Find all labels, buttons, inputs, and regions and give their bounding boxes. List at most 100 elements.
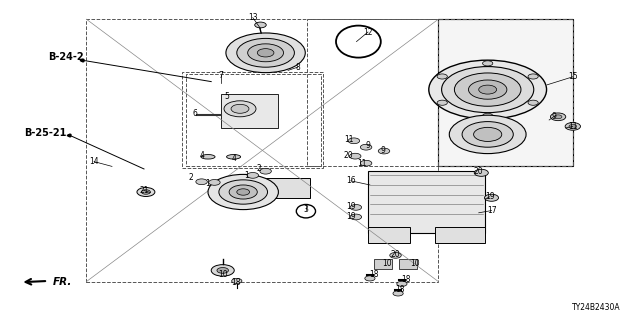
Bar (307, 19, 438, 166)
Text: 2: 2 (188, 173, 193, 182)
Circle shape (247, 172, 259, 178)
Circle shape (360, 160, 372, 166)
Circle shape (484, 194, 499, 201)
Text: 20: 20 (474, 167, 484, 176)
Circle shape (226, 33, 305, 73)
Bar (368, 171, 485, 233)
Circle shape (378, 148, 390, 154)
Bar (438, 19, 573, 166)
Text: 2: 2 (257, 164, 262, 172)
Text: 18: 18 (231, 278, 240, 287)
Text: 9: 9 (365, 141, 371, 150)
Text: 11: 11 (357, 159, 366, 168)
Circle shape (397, 281, 407, 286)
Bar (368, 227, 410, 243)
Circle shape (429, 60, 547, 119)
Bar (374, 259, 392, 269)
Text: 13: 13 (248, 13, 258, 22)
Circle shape (365, 276, 375, 281)
Bar (221, 94, 278, 128)
Circle shape (554, 115, 562, 119)
Circle shape (360, 144, 372, 150)
Text: 20: 20 (390, 250, 401, 259)
Circle shape (208, 174, 278, 210)
Bar (435, 227, 485, 243)
Text: 18: 18 (402, 276, 411, 284)
Text: 4: 4 (231, 154, 236, 163)
Circle shape (237, 38, 294, 67)
Text: 3: 3 (303, 205, 308, 214)
Text: 14: 14 (89, 157, 99, 166)
Ellipse shape (201, 155, 215, 159)
Circle shape (454, 73, 521, 106)
Bar (86, 19, 438, 282)
Text: 15: 15 (568, 72, 578, 81)
Circle shape (229, 185, 257, 199)
Circle shape (479, 85, 497, 94)
Text: 7: 7 (218, 71, 223, 80)
Text: FR.: FR. (52, 276, 72, 287)
Text: 16: 16 (346, 176, 356, 185)
Circle shape (196, 179, 207, 185)
Text: 20: 20 (344, 151, 354, 160)
Bar (243, 178, 310, 198)
Text: 6: 6 (193, 109, 198, 118)
Circle shape (141, 190, 150, 194)
Circle shape (350, 214, 362, 220)
Circle shape (232, 278, 242, 284)
Circle shape (209, 180, 220, 185)
Text: 1: 1 (205, 180, 211, 188)
Text: 1: 1 (244, 171, 249, 180)
Circle shape (348, 138, 360, 144)
Circle shape (224, 101, 256, 117)
Circle shape (219, 180, 268, 204)
Text: 8: 8 (295, 63, 300, 72)
Text: 10: 10 (410, 260, 420, 268)
Circle shape (350, 204, 362, 210)
Circle shape (231, 104, 249, 113)
Text: 19: 19 (346, 202, 356, 211)
Bar (186, 74, 321, 166)
Circle shape (248, 44, 284, 62)
Circle shape (449, 115, 526, 154)
Circle shape (528, 100, 538, 105)
Circle shape (462, 122, 513, 147)
Circle shape (257, 49, 274, 57)
Circle shape (565, 123, 580, 130)
Circle shape (211, 265, 234, 276)
Text: 19: 19 (346, 212, 356, 221)
Text: 5: 5 (225, 92, 230, 100)
Text: B-24-2: B-24-2 (48, 52, 84, 62)
Text: TY24B2430A: TY24B2430A (572, 303, 621, 312)
Circle shape (255, 22, 266, 28)
Text: 11: 11 (568, 122, 577, 131)
Circle shape (437, 100, 447, 105)
Bar (438, 19, 573, 166)
Circle shape (260, 168, 271, 174)
Bar (182, 72, 323, 168)
Text: 9: 9 (380, 146, 385, 155)
Circle shape (393, 291, 403, 296)
Text: 10: 10 (218, 270, 228, 279)
Circle shape (550, 113, 566, 121)
Text: 9: 9 (551, 112, 556, 121)
Circle shape (349, 153, 361, 159)
Text: 18: 18 (396, 285, 404, 294)
Text: 12: 12 (364, 28, 372, 36)
Text: 11: 11 (344, 135, 353, 144)
Bar (399, 259, 417, 269)
Circle shape (137, 188, 155, 196)
Circle shape (437, 74, 447, 79)
Text: 21: 21 (140, 186, 148, 195)
Circle shape (442, 67, 534, 113)
Ellipse shape (227, 155, 241, 159)
Circle shape (474, 169, 488, 176)
Text: 10: 10 (382, 260, 392, 268)
Text: 19: 19 (484, 192, 495, 201)
Circle shape (217, 268, 228, 273)
Circle shape (569, 124, 577, 128)
Circle shape (390, 252, 401, 258)
Circle shape (468, 80, 507, 99)
Text: 18: 18 (370, 270, 379, 279)
Circle shape (237, 189, 250, 195)
